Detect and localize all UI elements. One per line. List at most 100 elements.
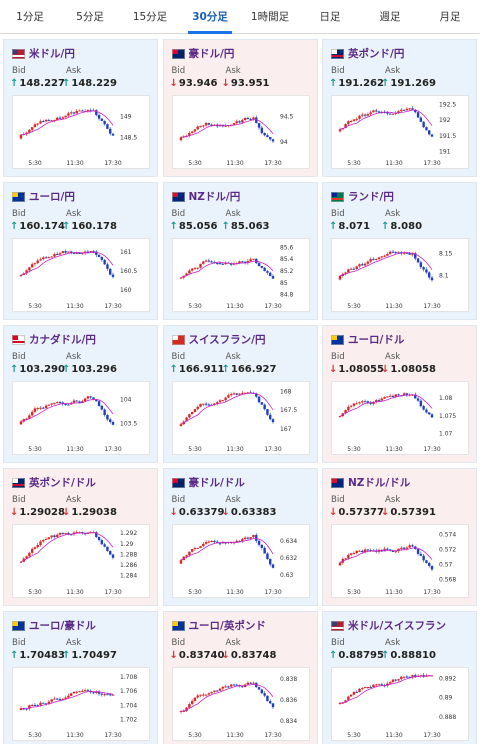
candle-body — [237, 121, 241, 123]
x-tick-label: 17:30 — [423, 732, 440, 739]
rate-card[interactable]: スイスフラン/円 Bid Ask ↑166.911 ↑166.927 168 167.5 16… — [162, 325, 318, 463]
y-tick-label: 1.29 — [120, 541, 134, 548]
mini-chart[interactable]: 149 148.5 5:30 11:30 17:30 — [12, 95, 150, 169]
mini-chart[interactable]: 8.15 8.1 5:30 11:30 17:30 — [331, 238, 469, 312]
arrow-down-icon: ↓ — [329, 364, 338, 375]
candle-body — [344, 124, 347, 129]
pair-name[interactable]: NZドル/ドル — [348, 477, 411, 489]
pair-name[interactable]: 豪ドル/ドル — [188, 477, 245, 489]
candle-body — [375, 400, 378, 402]
candle-body — [425, 269, 428, 273]
mini-chart[interactable]: 168 167.5 167 5:30 11:30 17:30 — [171, 381, 310, 455]
mini-chart[interactable]: 0.574 0.572 0.57 0.568 5:30 11:30 17:30 — [331, 524, 469, 598]
pair-name[interactable]: ユーロ/豪ドル — [29, 620, 96, 632]
pair-name[interactable]: 英ポンド/円 — [348, 48, 405, 60]
candle-body — [240, 120, 244, 123]
candle-body — [223, 125, 227, 127]
tab-4[interactable]: 1時間足 — [250, 11, 290, 23]
rate-card[interactable]: 英ポンド/円 Bid Ask ↑191.262 ↑191.269 192.5 192 191.… — [322, 39, 477, 177]
rate-card[interactable]: 米ドル/円 Bid Ask ↑148.227 ↑148.229 149 148.5 5:30 1… — [3, 39, 158, 177]
candle-body — [248, 119, 252, 121]
tab-0[interactable]: 1分足 — [16, 11, 44, 23]
pair-name[interactable]: カナダドル/円 — [29, 334, 96, 346]
candle-body — [111, 694, 115, 696]
mini-chart[interactable]: 0.892 0.89 0.888 5:30 11:30 17:30 — [331, 667, 469, 741]
candle-body — [352, 553, 356, 555]
ask-value: 0.83748 — [230, 650, 277, 661]
ask-price: ↑148.229 — [62, 78, 117, 89]
pair-name[interactable]: ユーロ/英ポンド — [188, 620, 266, 632]
y-tick-label: 0.888 — [439, 714, 456, 721]
mini-chart[interactable]: 192.5 192 191.5 191 5:30 11:30 17:30 — [331, 95, 469, 169]
candle-body — [349, 553, 353, 555]
candle-body — [358, 264, 361, 267]
arrow-up-icon: ↑ — [62, 650, 71, 661]
mini-chart[interactable]: 0.838 0.836 0.834 5:30 11:30 17:30 — [171, 667, 310, 741]
y-tick-label: 1.704 — [120, 702, 137, 709]
tab-2[interactable]: 15分足 — [132, 11, 168, 23]
candle-body — [97, 536, 101, 541]
pair-name[interactable]: 豪ドル/円 — [188, 48, 235, 60]
tab-5[interactable]: 日足 — [319, 11, 341, 23]
rate-card[interactable]: NZドル/円 Bid Ask ↑85.056 ↑85.063 85.6 85.4 85.2 85… — [162, 182, 318, 320]
candle-body — [61, 251, 65, 254]
tab-1[interactable]: 5分足 — [76, 11, 104, 23]
mini-chart[interactable]: 161 160.5 160 5:30 11:30 17:30 — [12, 238, 150, 312]
candle-body — [97, 401, 101, 406]
candlestick-chart: 1.08 1.075 1.07 5:30 11:30 17:30 — [338, 392, 456, 453]
arrow-up-icon: ↑ — [381, 221, 390, 232]
pair-name[interactable]: スイスフラン/円 — [188, 334, 266, 346]
candle-body — [369, 112, 372, 115]
pair-name[interactable]: 英ポンド/ドル — [29, 477, 96, 489]
bid-label: Bid — [331, 638, 345, 648]
candle-body — [75, 691, 78, 693]
pair-name[interactable]: ランド/円 — [348, 191, 394, 203]
mini-chart[interactable]: 104 103.5 5:30 11:30 17:30 — [12, 381, 150, 455]
candle-body — [92, 251, 95, 253]
rate-card[interactable]: 豪ドル/円 Bid Ask ↓93.946 ↓93.951 94.5 94 5:30 11:30… — [162, 39, 318, 177]
candle-body — [369, 686, 372, 688]
tab-6[interactable]: 週足 — [379, 11, 401, 23]
pair-name[interactable]: 米ドル/スイスフラン — [348, 620, 447, 632]
mini-chart[interactable]: 0.634 0.632 0.63 5:30 11:30 17:30 — [171, 524, 310, 598]
pair-name[interactable]: NZドル/円 — [188, 191, 241, 203]
tab-7[interactable]: 月足 — [439, 11, 461, 23]
mini-chart[interactable]: 1.708 1.706 1.704 1.702 5:30 11:30 17:30 — [12, 667, 150, 741]
candle-body — [212, 403, 216, 405]
rate-card[interactable]: ユーロ/豪ドル Bid Ask ↑1.70483 ↑1.70497 1.708 1.706 1… — [3, 611, 158, 744]
mini-chart[interactable]: 1.292 1.29 1.288 1.286 1.284 5:30 11:30 17:30 — [12, 524, 150, 598]
rate-card[interactable]: ユーロ/英ポンド Bid Ask ↓0.83740 ↓0.83748 0.838 0.836… — [162, 611, 318, 744]
y-tick-label: 1.075 — [439, 413, 456, 420]
rate-card[interactable]: ランド/円 Bid Ask ↑8.071 ↑8.080 8.15 8.1 5:30 11:30 1… — [322, 182, 477, 320]
ask-price: ↓1.08058 — [381, 364, 436, 375]
candle-body — [240, 686, 244, 688]
rate-card[interactable]: カナダドル/円 Bid Ask ↑103.290 ↑103.296 104 103.5 5:3… — [3, 325, 158, 463]
mini-chart[interactable]: 1.08 1.075 1.07 5:30 11:30 17:30 — [331, 381, 469, 455]
rate-card[interactable]: 豪ドル/ドル Bid Ask ↓0.63379 ↓0.63383 0.634 0.632 0.… — [162, 468, 318, 606]
pair-name[interactable]: ユーロ/ドル — [348, 334, 405, 346]
mini-chart[interactable]: 85.6 85.4 85.2 85 84.8 5:30 11:30 17:30 — [171, 238, 310, 312]
arrow-up-icon: ↑ — [10, 221, 19, 232]
candle-body — [198, 125, 202, 127]
candle-body — [39, 541, 42, 546]
candle-body — [83, 398, 87, 402]
rate-card[interactable]: NZドル/ドル Bid Ask ↓0.57377 ↓0.57391 0.574 0.572 0… — [322, 468, 477, 606]
y-tick-label: 161 — [120, 249, 132, 256]
y-tick-label: 1.706 — [120, 688, 137, 695]
candle-body — [69, 251, 73, 253]
pair-name[interactable]: 米ドル/円 — [29, 48, 75, 60]
candle-body — [347, 406, 350, 411]
candle-body — [30, 411, 34, 416]
rate-card[interactable]: 英ポンド/ドル Bid Ask ↓1.29028 ↓1.29038 1.292 1.29 1.… — [3, 468, 158, 606]
mini-chart[interactable]: 94.5 94 5:30 11:30 17:30 — [171, 95, 310, 169]
tab-3[interactable]: 30分足 — [180, 0, 240, 34]
y-tick-label: 103.5 — [120, 421, 137, 428]
rate-card[interactable]: ユーロ/円 Bid Ask ↑160.174 ↑160.178 161 160.5 160 5:… — [3, 182, 158, 320]
rate-card[interactable]: ユーロ/ドル Bid Ask ↓1.08055 ↓1.08058 1.08 1.075 1.0… — [322, 325, 477, 463]
candle-body — [411, 108, 414, 110]
pair-name[interactable]: ユーロ/円 — [29, 191, 75, 203]
bid-value: 85.056 — [178, 221, 218, 232]
rate-card[interactable]: 米ドル/スイスフラン Bid Ask ↑0.88795 ↑0.88810 0.892 0.8… — [322, 611, 477, 744]
candle-body — [338, 416, 342, 418]
y-tick-label: 8.15 — [439, 250, 453, 257]
